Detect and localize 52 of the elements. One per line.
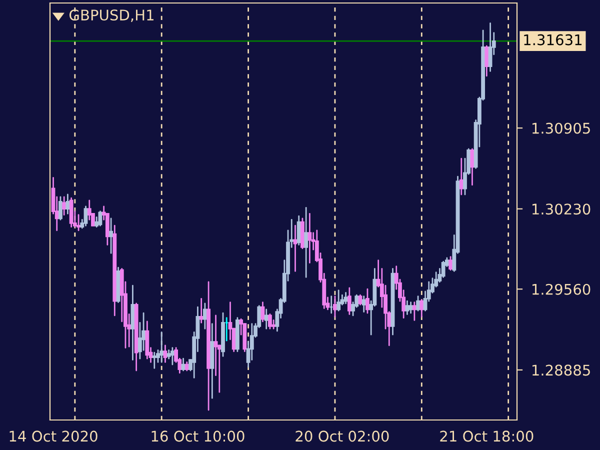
- candlestick: [160, 332, 164, 363]
- candlestick: [420, 299, 424, 318]
- candlestick: [264, 308, 268, 330]
- x-tick-label: 14 Oct 2020: [10, 430, 98, 442]
- candlestick: [76, 214, 80, 232]
- candlestick: [199, 298, 204, 324]
- candlestick: [163, 344, 168, 363]
- candlestick: [347, 287, 352, 315]
- x-tick-label: 21 Oct 18:00: [440, 430, 534, 442]
- candlestick: [408, 302, 413, 314]
- candlestick: [416, 296, 420, 312]
- candlestick: [145, 320, 150, 360]
- candlestick: [336, 290, 341, 312]
- x-tick-label: 20 Oct 02:00: [296, 430, 389, 442]
- candlestick: [308, 212, 312, 264]
- y-tick-label: 1.29560: [532, 284, 590, 295]
- candlestick: [488, 22, 492, 72]
- x-tick-label: 16 Oct 10:00: [152, 430, 244, 442]
- candlestick: [366, 288, 370, 314]
- y-tick-label: 1.28885: [532, 364, 590, 376]
- y-tick-label: 1.30905: [532, 122, 590, 134]
- candlestick: [181, 358, 186, 372]
- candlestick: [152, 352, 156, 369]
- candlestick: [66, 194, 70, 214]
- candlestick: [98, 210, 102, 226]
- candlestick: [358, 294, 362, 306]
- candlestick: [268, 314, 272, 330]
- candlestick: [333, 296, 337, 318]
- ref-line-label: 1.31631: [524, 34, 582, 46]
- candlestick: [484, 45, 489, 77]
- candlestick: [69, 197, 74, 228]
- candlestick: [470, 148, 474, 186]
- candlestick: [293, 224, 298, 272]
- candlestick: [130, 284, 135, 360]
- candlestick: [344, 292, 348, 304]
- candlestick: [296, 215, 301, 246]
- candlestick: [412, 302, 416, 321]
- candlestick: [109, 218, 113, 254]
- candlestick: [202, 302, 207, 330]
- candlestick: [260, 302, 265, 322]
- candlestick: [62, 196, 66, 216]
- candlestick: [214, 314, 218, 376]
- candlestick: [58, 196, 62, 220]
- candlestick: [405, 300, 410, 315]
- candlestick: [362, 296, 366, 313]
- chart-title: GBPUSD,H1: [70, 10, 154, 22]
- candlestick: [84, 206, 88, 226]
- candlestick: [304, 206, 308, 278]
- candlestick: [448, 256, 453, 271]
- y-tick-label: 1.30230: [532, 204, 590, 215]
- candlestick: [459, 158, 464, 196]
- candlestick: [170, 347, 174, 366]
